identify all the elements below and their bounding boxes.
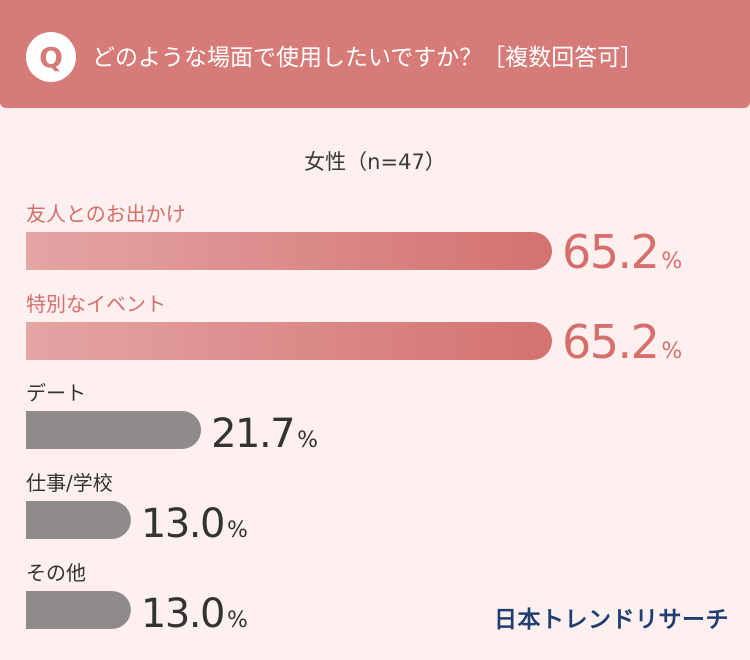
bar <box>26 591 131 629</box>
chart-title: 女性（n=47） <box>304 150 446 174</box>
category-label: その他 <box>26 561 86 585</box>
value-label: 65.2% <box>562 225 682 279</box>
bar <box>26 322 552 360</box>
category-label: 特別なイベント <box>26 292 166 316</box>
bar <box>26 411 202 449</box>
category-label: デート <box>26 381 86 405</box>
bar <box>26 501 131 539</box>
category-label: 仕事/学校 <box>26 471 113 495</box>
value-label: 21.7% <box>211 411 318 457</box>
question-text: どのような場面で使用したいですか？［複数回答可］ <box>92 45 644 71</box>
bar <box>26 232 552 270</box>
value-label: 65.2% <box>562 315 682 369</box>
value-label: 13.0% <box>141 591 248 637</box>
question-header: Q どのような場面で使用したいですか？［複数回答可］ <box>0 0 750 108</box>
value-label: 13.0% <box>141 501 248 547</box>
brand-logo: 日本トレンドリサーチ <box>494 607 729 633</box>
q-badge: Q <box>26 32 76 82</box>
category-label: 友人とのお出かけ <box>26 202 186 226</box>
